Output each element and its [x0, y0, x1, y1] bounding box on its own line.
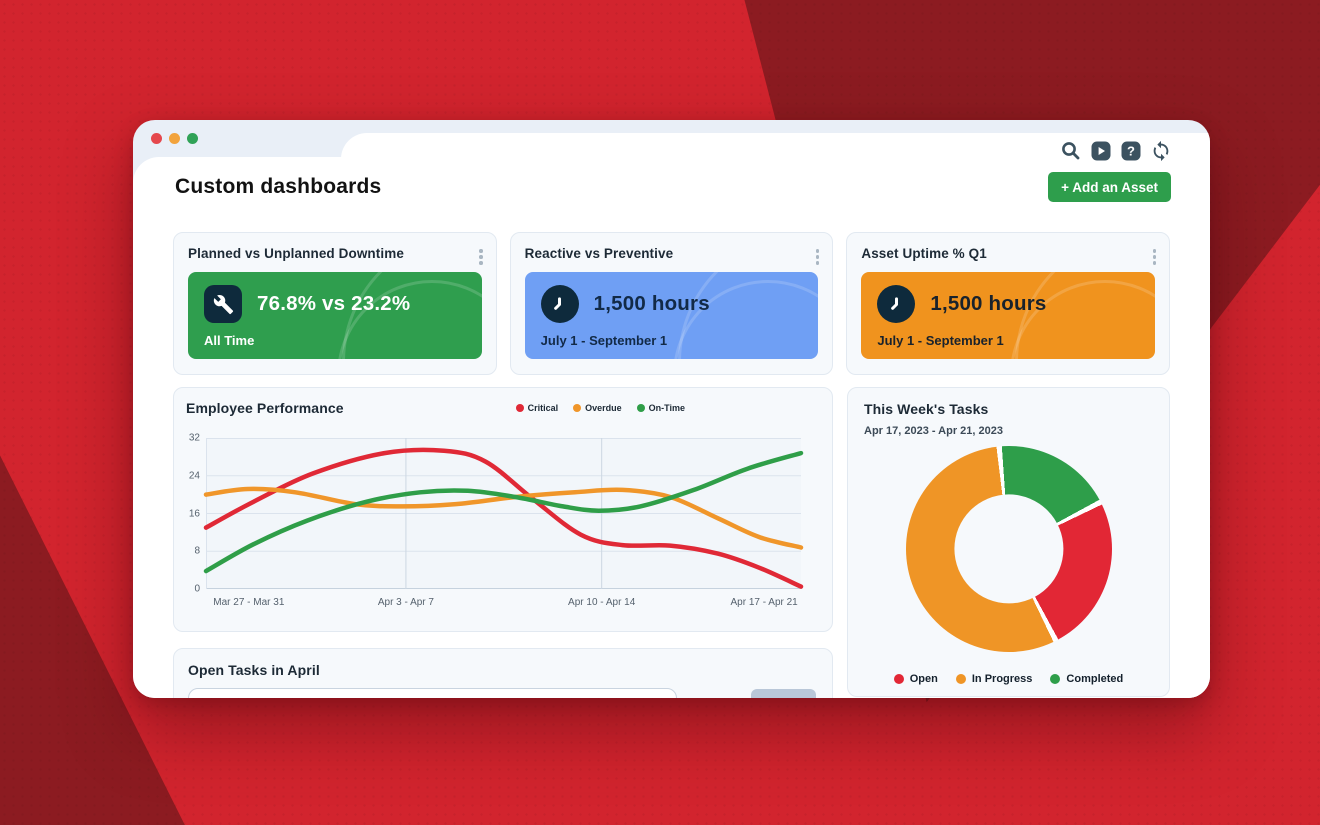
- donut-hole: [953, 494, 1064, 604]
- stat-card-asset-uptime: Asset Uptime % Q1 1,500 hours July 1 - S…: [846, 232, 1171, 375]
- legend-label: Open: [909, 673, 938, 685]
- window-zoom-button[interactable]: [187, 133, 198, 144]
- stat-tile: 76.8% vs 23.2% All Time: [188, 272, 482, 359]
- stat-subtitle: July 1 - September 1: [877, 333, 1004, 348]
- series-line-on-time: [203, 450, 804, 574]
- clock-icon: [540, 285, 579, 323]
- play-icon: [1091, 141, 1111, 161]
- page-title: Custom dashboards: [175, 175, 382, 198]
- stat-subtitle: July 1 - September 1: [540, 333, 668, 348]
- y-tick: 0: [194, 583, 200, 595]
- chart-subtitle: Apr 17, 2023 - Apr 21, 2023: [864, 425, 1004, 437]
- search-button[interactable]: [1060, 140, 1082, 162]
- clock-icon: [877, 285, 916, 323]
- x-tick: Apr 17 - Apr 21: [730, 597, 798, 608]
- line-chart: [203, 438, 804, 589]
- legend-label: Critical: [527, 403, 559, 413]
- x-tick: Apr 3 - Apr 7: [377, 597, 434, 608]
- legend-label: Overdue: [585, 403, 622, 413]
- x-axis-labels: Mar 27 - Mar 31 Apr 3 - Apr 7 Apr 10 - A…: [206, 597, 801, 611]
- video-play-button[interactable]: [1090, 140, 1112, 162]
- legend-label: Completed: [1066, 673, 1124, 685]
- wrench-icon: [204, 285, 242, 323]
- legend-dot: [573, 404, 582, 412]
- window-minimize-button[interactable]: [169, 133, 180, 144]
- legend-label: In Progress: [971, 673, 1033, 685]
- chart-title: This Week's Tasks: [864, 401, 989, 417]
- employee-performance-card: Employee Performance Critical Overdue: [173, 387, 833, 632]
- legend-dot: [636, 404, 645, 412]
- help-button[interactable]: ?: [1120, 140, 1142, 162]
- line-chart-legend: Critical Overdue On-Time: [515, 403, 685, 413]
- refresh-icon: [1153, 140, 1169, 162]
- toolbar: ?: [1060, 140, 1172, 162]
- open-tasks-input[interactable]: [188, 688, 677, 698]
- window-controls: [151, 133, 198, 144]
- window-close-button[interactable]: [151, 133, 162, 144]
- stat-card-planned-downtime: Planned vs Unplanned Downtime 76.8% vs 2…: [173, 232, 497, 375]
- y-tick: 24: [188, 470, 200, 482]
- chart-title: Employee Performance: [186, 400, 344, 416]
- legend-dot: [955, 674, 966, 684]
- stat-card-row: Planned vs Unplanned Downtime 76.8% vs 2…: [173, 232, 1171, 375]
- legend-item-in-progress: In Progress: [955, 673, 1033, 685]
- open-tasks-action-button[interactable]: [751, 689, 816, 698]
- weekly-tasks-card: This Week's Tasks Apr 17, 2023 - Apr 21,…: [847, 387, 1170, 697]
- card-menu-button[interactable]: [476, 246, 486, 268]
- line-chart-plot: [203, 438, 804, 589]
- search-icon: [1062, 142, 1080, 160]
- y-axis-labels: 32 24 16 8 0: [178, 433, 202, 595]
- add-asset-button[interactable]: + Add an Asset: [1048, 172, 1171, 202]
- help-icon: ?: [1121, 141, 1141, 161]
- y-tick: 8: [194, 545, 200, 557]
- svg-text:?: ?: [1127, 144, 1135, 159]
- x-tick: Apr 10 - Apr 14: [568, 597, 636, 608]
- legend-item-ontime: On-Time: [636, 403, 685, 413]
- open-tasks-card: Open Tasks in April: [173, 648, 833, 698]
- stat-value: 76.8% vs 23.2%: [257, 292, 411, 315]
- x-tick: Mar 27 - Mar 31: [213, 597, 285, 608]
- legend-item-open: Open: [893, 673, 938, 685]
- app-window: ? Custom dashboards + Add an Asset Plann…: [133, 120, 1210, 698]
- legend-item-completed: Completed: [1050, 673, 1123, 685]
- card-title: Planned vs Unplanned Downtime: [188, 246, 404, 261]
- stat-value: 1,500 hours: [930, 292, 1047, 315]
- stat-subtitle: All Time: [204, 333, 255, 348]
- legend-item-critical: Critical: [515, 403, 559, 413]
- stat-tile: 1,500 hours July 1 - September 1: [524, 272, 819, 359]
- legend-item-overdue: Overdue: [573, 403, 622, 413]
- legend-dot: [515, 404, 524, 412]
- card-menu-button[interactable]: [813, 246, 823, 268]
- legend-label: On-Time: [648, 403, 685, 413]
- card-title: Open Tasks in April: [188, 662, 320, 678]
- legend-dot: [893, 674, 904, 684]
- card-menu-button[interactable]: [1150, 246, 1160, 268]
- stat-card-reactive-preventive: Reactive vs Preventive 1,500 hours July …: [509, 232, 834, 375]
- refresh-button[interactable]: [1150, 140, 1172, 162]
- series-line-critical: [203, 447, 804, 589]
- series-line-overdue: [203, 486, 804, 550]
- stat-value: 1,500 hours: [593, 292, 710, 315]
- stat-tile: 1,500 hours July 1 - September 1: [861, 272, 1156, 359]
- y-tick: 32: [188, 432, 200, 444]
- card-title: Reactive vs Preventive: [524, 246, 674, 261]
- donut-legend: Open In Progress Completed: [848, 673, 1169, 685]
- y-tick: 16: [188, 508, 200, 519]
- legend-dot: [1050, 674, 1061, 684]
- card-title: Asset Uptime % Q1: [861, 246, 987, 261]
